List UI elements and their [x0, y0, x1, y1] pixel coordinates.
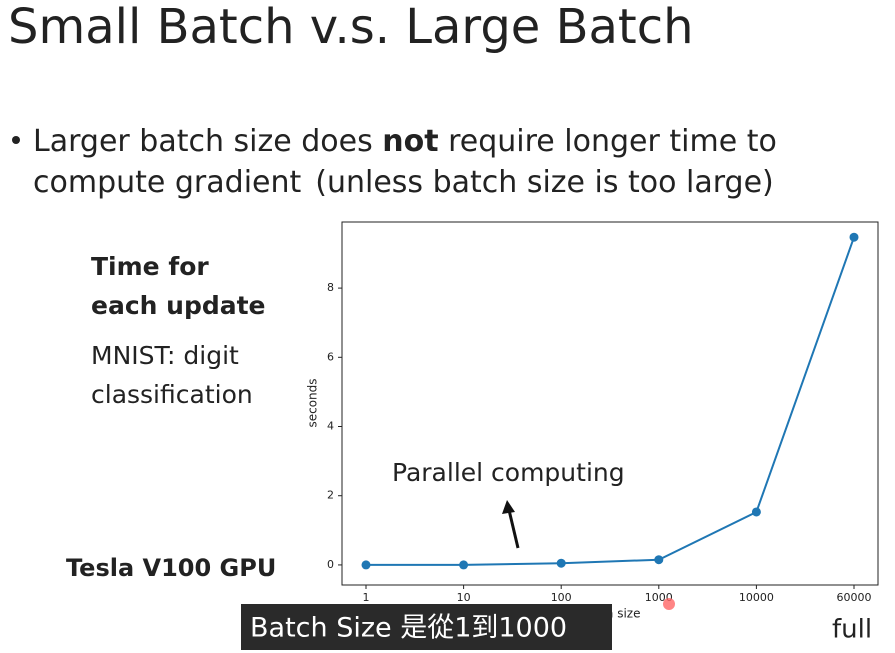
point — [361, 560, 371, 570]
corner-note: full — [832, 615, 872, 645]
bullet-text: require longer time to — [448, 124, 777, 159]
annotation: Parallel computing — [392, 458, 625, 487]
cursor — [663, 598, 675, 610]
bullet-text: (unless batch size is too large) — [315, 165, 774, 200]
y-axis-label: seconds — [306, 378, 320, 427]
bullet-line: compute gradient (unless batch size is to… — [33, 165, 774, 200]
y-tick-label: 2 — [327, 489, 334, 502]
bullet-dot — [12, 136, 20, 144]
y-tick-label: 0 — [327, 558, 334, 571]
point — [654, 555, 664, 565]
point — [751, 507, 761, 517]
bullet-line: Larger batch size does not require longe… — [33, 124, 777, 159]
bullet-text: Larger batch size does — [33, 124, 373, 159]
x-tick-label: 10 — [457, 591, 471, 604]
side-heading: each update — [91, 291, 266, 320]
y-tick-label: 8 — [327, 281, 334, 294]
caption: Batch Size 是從1到1000 — [250, 613, 567, 644]
caption-box — [241, 604, 612, 650]
bullet-text: compute gradient — [33, 165, 301, 200]
y-tick-label: 4 — [327, 420, 334, 433]
point — [459, 560, 469, 570]
x-tick-label: 100 — [551, 591, 572, 604]
arrow-head — [502, 500, 515, 514]
point — [556, 558, 566, 568]
x-tick-label: 10000 — [739, 591, 774, 604]
plot-frame — [341, 221, 879, 586]
hardware-label: Tesla V100 GPU — [66, 554, 276, 582]
annotation-arrow — [507, 509, 520, 549]
x-tick-label: 60000 — [837, 591, 872, 604]
side-heading: Time for — [91, 252, 209, 281]
x-tick-label: 1 — [363, 591, 370, 604]
y-tick-label: 6 — [327, 350, 334, 363]
bullet-bold: not — [382, 124, 438, 159]
point — [849, 232, 859, 242]
line — [366, 236, 855, 566]
slide-title: Small Batch v.s. Large Batch — [8, 0, 694, 55]
side-note: classification — [91, 380, 253, 409]
side-note: MNIST: digit — [91, 341, 239, 370]
